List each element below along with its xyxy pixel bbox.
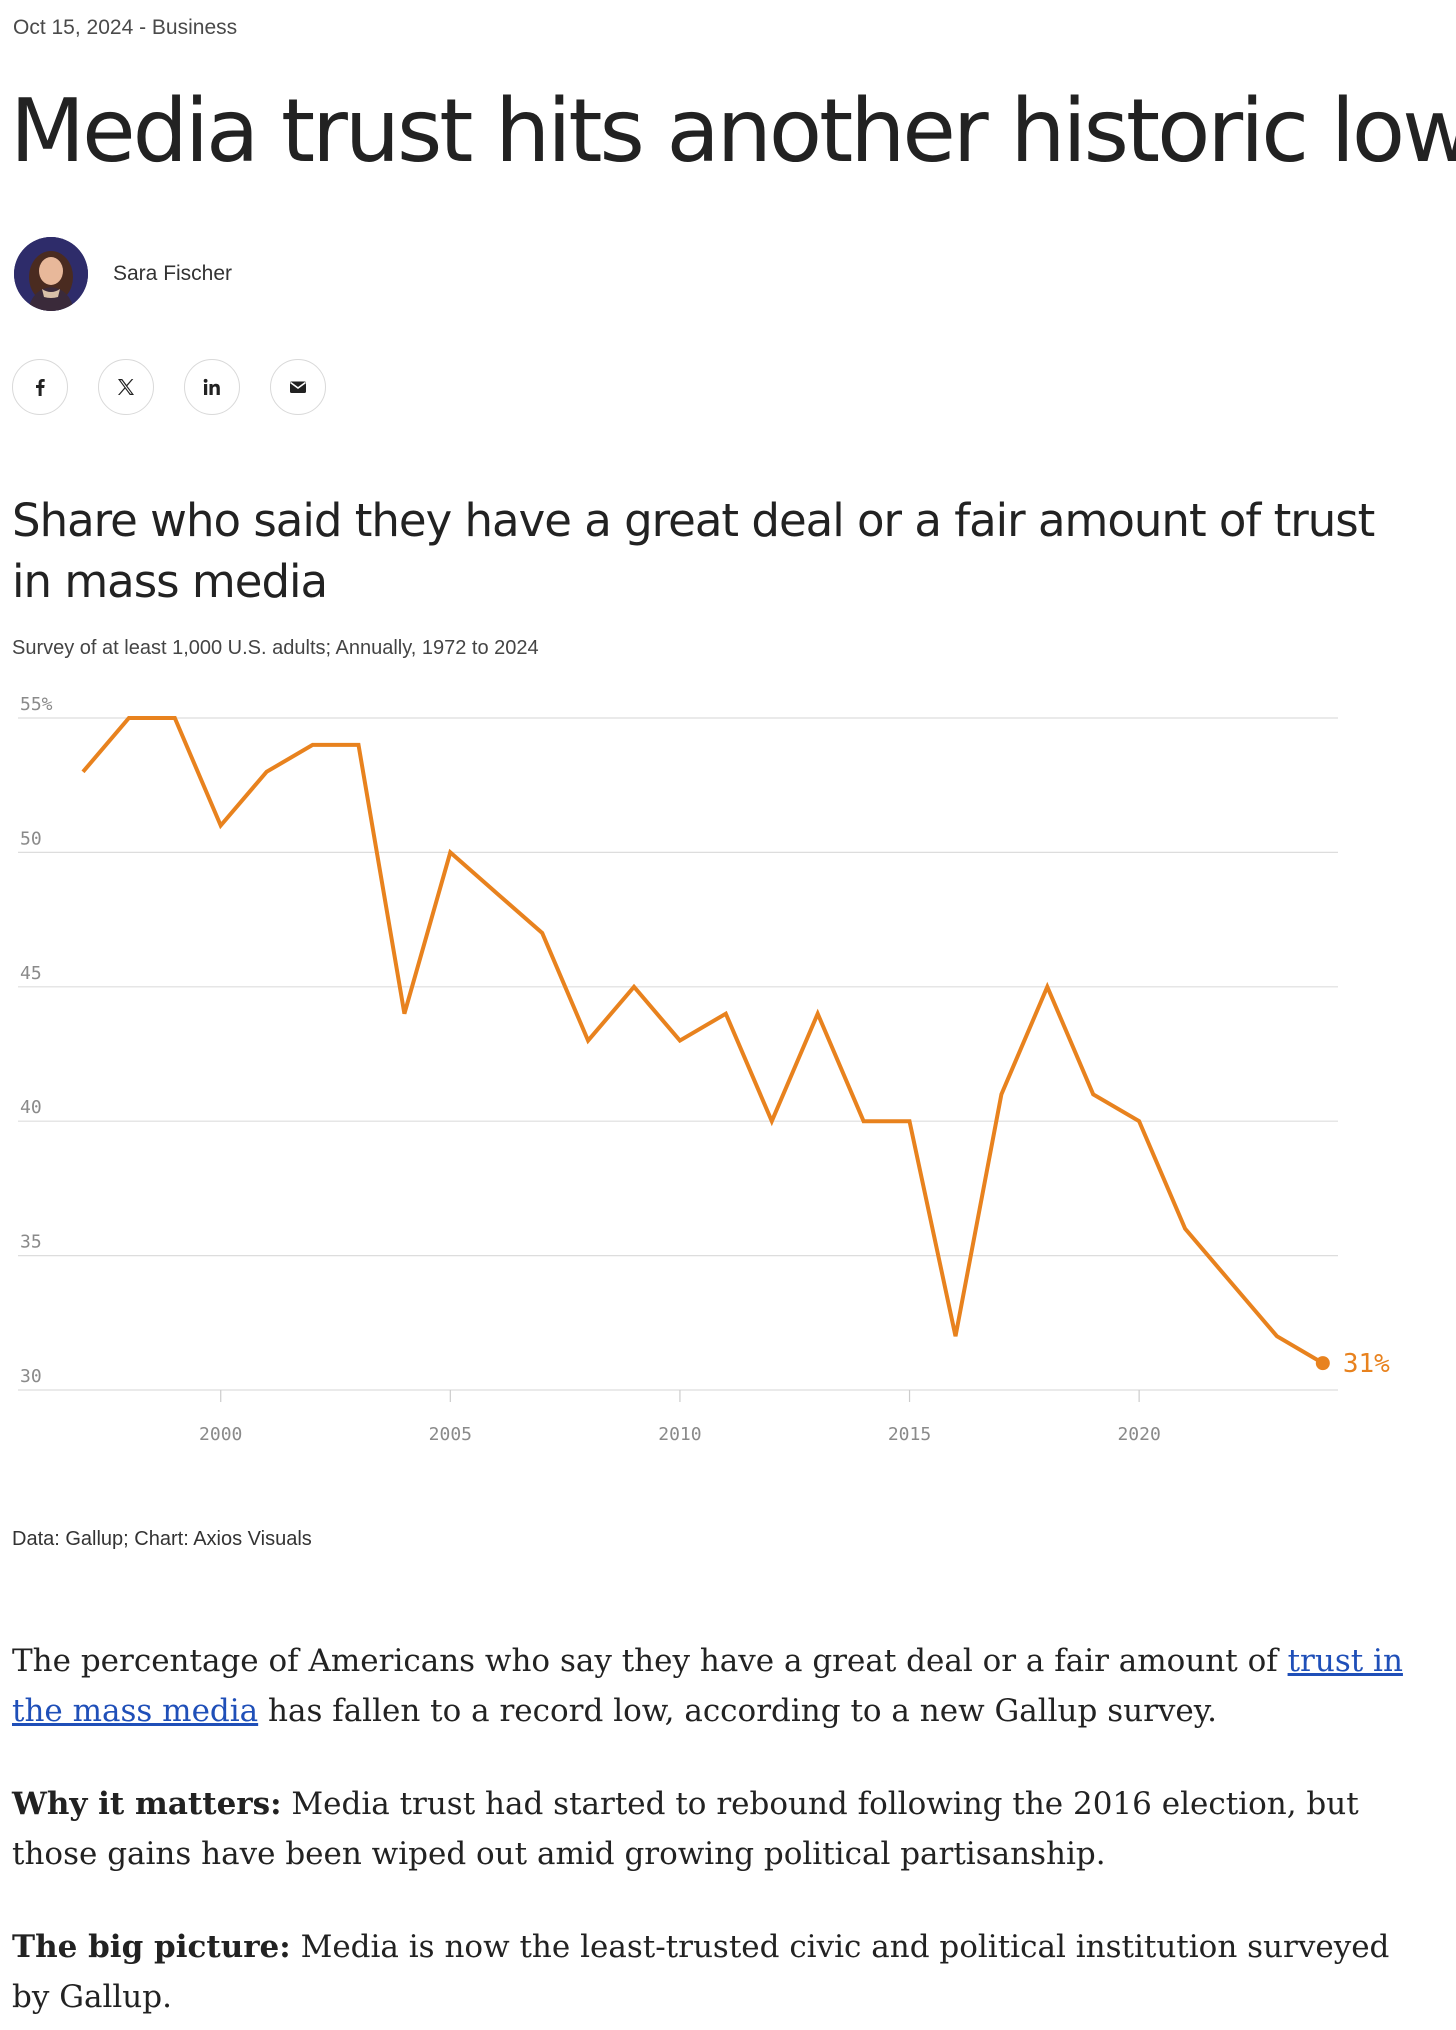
y-tick-label-30: 30 (20, 1366, 42, 1387)
article-category[interactable]: Business (151, 16, 238, 39)
y-tick-label-40: 40 (20, 1097, 42, 1118)
linkedin-icon (203, 378, 220, 395)
paragraph-big-picture: The big picture: Media is now the least-… (12, 1922, 1432, 2022)
x-share-button[interactable] (98, 359, 154, 415)
chart-title: Share who said they have a great deal or… (12, 494, 1375, 608)
author-byline[interactable]: Sara Fischer (14, 237, 232, 311)
facebook-icon (36, 379, 45, 396)
author-name[interactable]: Sara Fischer (113, 262, 233, 285)
paragraph-why-it-matters: Why it matters: Media trust had started … (12, 1779, 1432, 1879)
end-point-marker (1315, 1356, 1330, 1371)
y-tick-label-50: 50 (20, 828, 42, 849)
p1-text-after: has fallen to a record low, according to… (258, 1693, 1217, 1729)
article-headline: Media trust hits another historic low (10, 80, 1456, 182)
x-tick-label-2020: 2020 (1117, 1424, 1160, 1445)
series-line-trust (81, 716, 1324, 1365)
trust-media-link[interactable]: trust in the mass media (12, 1643, 1403, 1729)
email-share-button[interactable] (270, 359, 326, 415)
share-bar (12, 359, 326, 415)
x-axis-ticks: 2000 2005 2010 2015 2020 (199, 1390, 1161, 1445)
end-value-label: 31% (1343, 1349, 1390, 1379)
linkedin-share-button[interactable] (184, 359, 240, 415)
p2-text: Media trust had started to rebound follo… (12, 1786, 1359, 1872)
p3-text: Media is now the least-trusted civic and… (12, 1929, 1390, 2015)
series-layer: 31% (81, 716, 1390, 1379)
chart-subtitle: Survey of at least 1,000 U.S. adults; An… (12, 637, 539, 659)
p2-lead: Why it matters: (12, 1786, 282, 1822)
x-tick-label-2005: 2005 (429, 1424, 472, 1445)
facebook-share-button[interactable] (12, 359, 68, 415)
y-tick-label-55: 55% (20, 694, 53, 715)
article-date: Oct 15, 2024 (13, 16, 134, 39)
x-tick-label-2000: 2000 (199, 1424, 242, 1445)
meta-separator: - (133, 16, 152, 39)
y-tick-label-45: 45 (20, 963, 42, 984)
y-axis-ticks: 30 35 40 45 50 55% (20, 694, 53, 1387)
x-icon (118, 379, 134, 395)
p3-lead: The big picture: (12, 1929, 291, 1965)
line-chart: 30 35 40 45 50 55% 2000 2005 2010 2015 2020 31% (18, 694, 1390, 1445)
avatar[interactable] (14, 237, 88, 311)
chart-source: Data: Gallup; Chart: Axios Visuals (12, 1528, 312, 1550)
x-tick-label-2010: 2010 (658, 1424, 701, 1445)
p1-text-before: The percentage of Americans who say they… (12, 1643, 1288, 1679)
mail-icon (290, 381, 306, 393)
chart-gridlines (18, 717, 1338, 1391)
x-tick-label-2015: 2015 (888, 1424, 931, 1445)
paragraph-1: The percentage of Americans who say they… (12, 1636, 1432, 1736)
y-tick-label-35: 35 (20, 1232, 42, 1253)
article-meta: Oct 15, 2024 - Business (13, 16, 237, 40)
